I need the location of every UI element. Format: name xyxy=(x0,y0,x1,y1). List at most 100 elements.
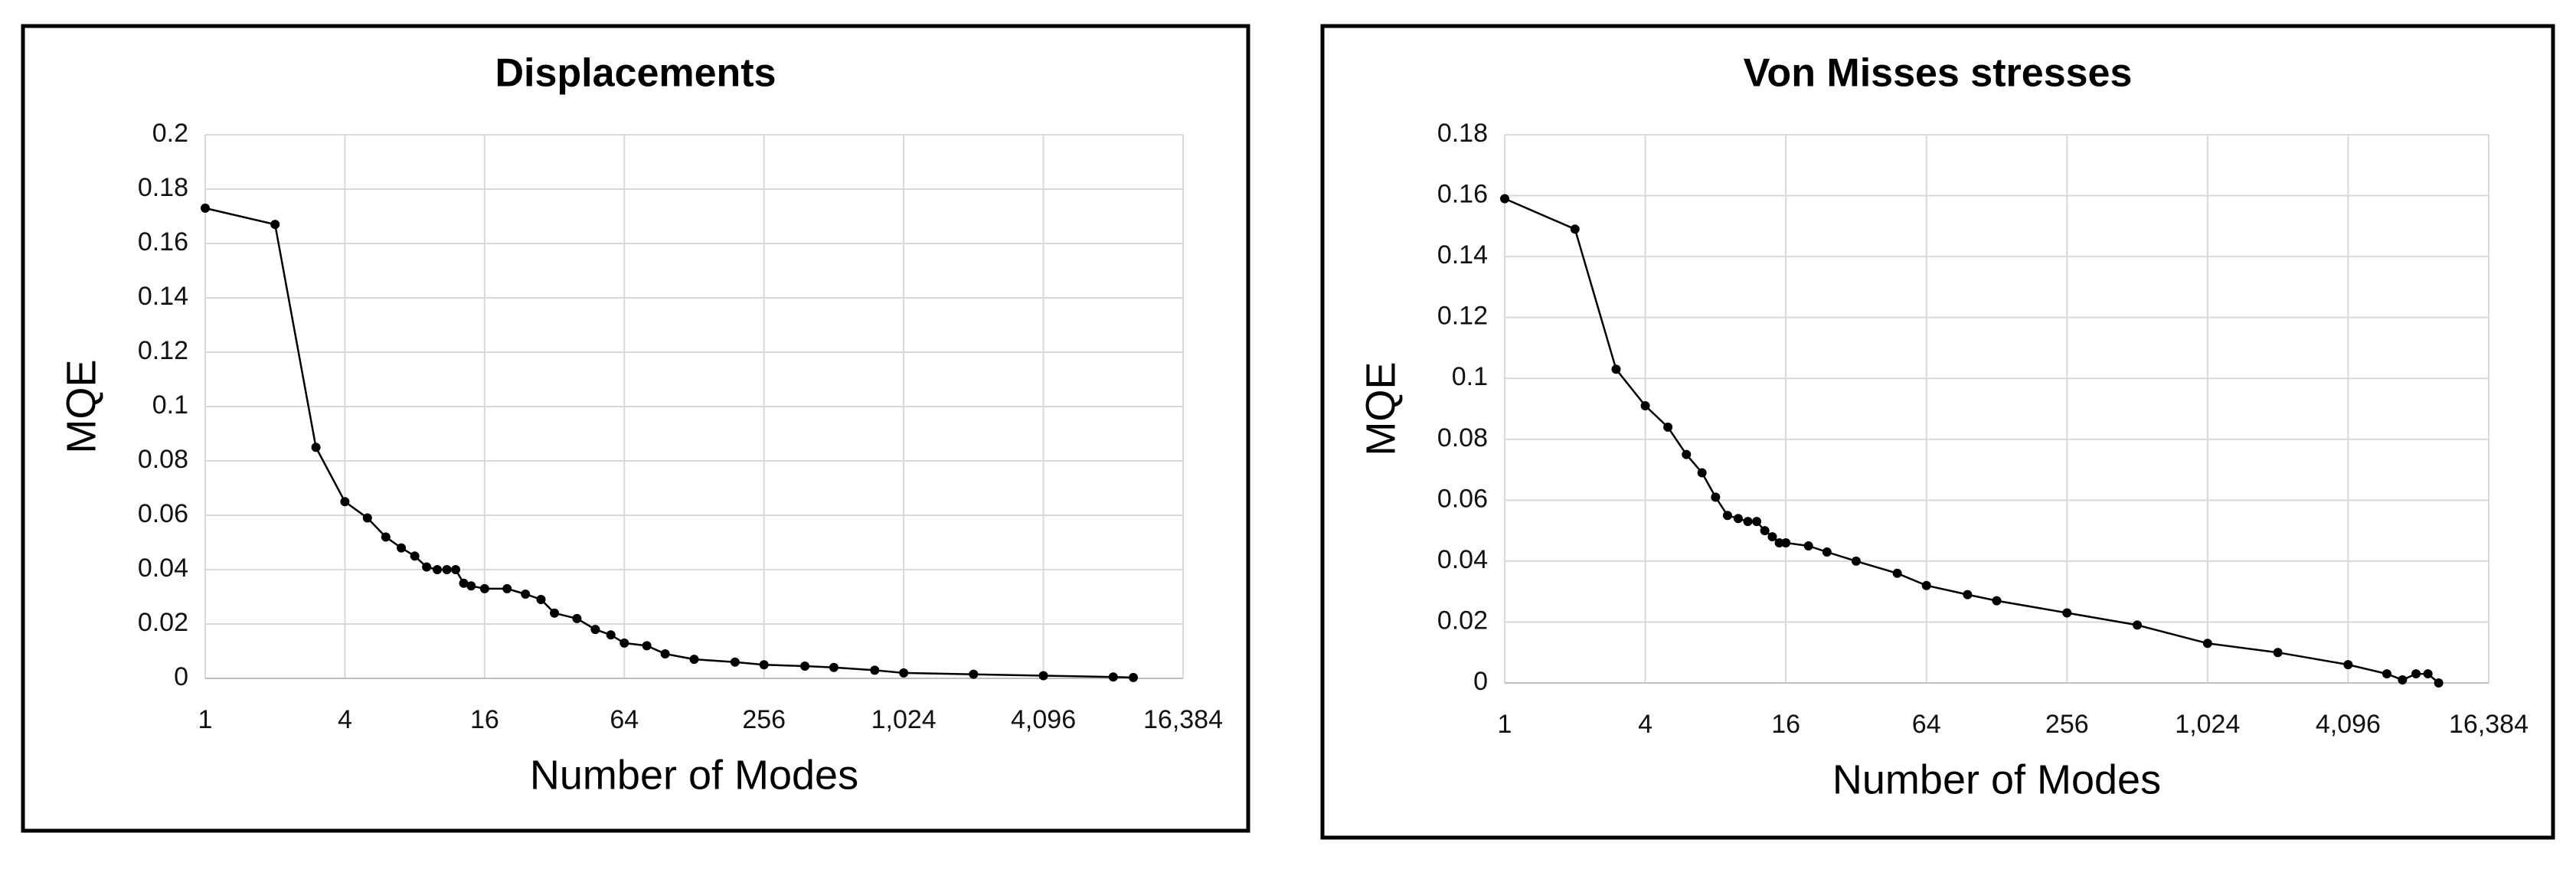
data-point xyxy=(1500,194,1509,204)
data-point xyxy=(410,551,420,561)
data-point xyxy=(1803,541,1813,550)
data-point xyxy=(1697,468,1707,478)
chart-title: Von Misses stresses xyxy=(1744,51,2133,96)
data-point xyxy=(1963,590,1973,599)
data-point xyxy=(2398,675,2408,685)
y-tick-label: 0.06 xyxy=(138,499,188,528)
data-point xyxy=(1892,568,1902,578)
x-tick-label: 256 xyxy=(742,705,786,734)
x-tick-label: 16,384 xyxy=(1143,705,1223,734)
data-point xyxy=(1733,514,1743,524)
data-point xyxy=(340,497,350,507)
data-point xyxy=(2434,678,2444,688)
data-point xyxy=(550,608,560,618)
y-tick-label: 0.14 xyxy=(1437,240,1488,270)
x-tick-label: 64 xyxy=(1912,710,1941,739)
data-point xyxy=(1711,492,1721,502)
x-tick-label: 4 xyxy=(338,705,352,734)
data-point xyxy=(759,660,769,670)
data-point xyxy=(899,668,909,678)
data-point xyxy=(311,443,321,452)
data-point xyxy=(1822,547,1832,557)
data-point xyxy=(2381,669,2391,679)
x-tick-label: 16,384 xyxy=(2449,710,2529,739)
chart-title: Displacements xyxy=(495,51,776,96)
y-tick-label: 0.08 xyxy=(1437,423,1488,452)
data-point xyxy=(1767,532,1777,542)
data-point xyxy=(572,613,582,623)
data-point xyxy=(1722,511,1732,521)
y-tick-label: 0.14 xyxy=(138,282,188,311)
y-tick-label: 0.06 xyxy=(1437,484,1488,513)
data-point xyxy=(1108,672,1118,682)
y-tick-label: 0.02 xyxy=(138,608,188,637)
data-point xyxy=(2273,648,2283,658)
x-tick-label: 4,096 xyxy=(2316,710,2381,739)
data-point xyxy=(2133,620,2143,630)
data-point xyxy=(2423,669,2433,679)
y-tick-label: 0.1 xyxy=(152,390,188,420)
data-point xyxy=(433,565,443,574)
x-tick-label: 1 xyxy=(1498,710,1512,739)
x-tick-label: 1 xyxy=(198,705,213,734)
data-point xyxy=(459,578,469,588)
y-tick-label: 0 xyxy=(1473,667,1488,696)
data-point xyxy=(502,583,512,593)
data-point xyxy=(2411,669,2421,679)
data-point xyxy=(590,625,600,635)
data-point xyxy=(2062,608,2072,618)
data-point xyxy=(619,638,629,648)
x-axis-label: Number of Modes xyxy=(1832,756,2161,802)
data-point xyxy=(1743,517,1753,527)
x-tick-label: 64 xyxy=(610,705,639,734)
data-point xyxy=(1781,538,1791,548)
data-point xyxy=(1663,422,1673,432)
data-point xyxy=(381,532,391,542)
x-tick-label: 4,096 xyxy=(1011,705,1076,734)
y-tick-label: 0.04 xyxy=(138,554,188,583)
data-point xyxy=(466,581,476,591)
data-point xyxy=(1774,538,1784,548)
data-point xyxy=(362,513,372,523)
data-point xyxy=(521,589,531,599)
y-tick-label: 0.04 xyxy=(1437,545,1488,574)
y-axis-label: MQE xyxy=(1358,361,1404,456)
data-point xyxy=(642,641,652,651)
x-tick-label: 16 xyxy=(1771,710,1800,739)
data-point xyxy=(1851,556,1861,566)
y-tick-label: 0.2 xyxy=(152,119,188,148)
data-point xyxy=(479,583,489,593)
data-point xyxy=(2343,660,2353,670)
data-point xyxy=(969,669,979,679)
x-tick-label: 1,024 xyxy=(871,705,937,734)
x-tick-label: 1,024 xyxy=(2175,710,2240,739)
y-tick-label: 0.16 xyxy=(138,227,188,256)
data-point xyxy=(689,655,699,665)
data-point xyxy=(730,657,740,667)
data-point xyxy=(422,562,432,572)
x-tick-label: 16 xyxy=(470,705,499,734)
data-point xyxy=(1640,401,1650,411)
y-tick-label: 0.1 xyxy=(1452,362,1488,391)
data-point xyxy=(2202,639,2212,648)
chart-panel: 0 0.02 0.04 0.06 0.08 0.1 0.12 0.14 0.16 0.18 1 4 16… xyxy=(1320,24,2555,840)
data-point xyxy=(1992,596,2002,606)
y-tick-label: 0.08 xyxy=(138,445,188,474)
data-point xyxy=(1611,364,1621,374)
x-tick-label: 4 xyxy=(1638,710,1652,739)
y-tick-label: 0.12 xyxy=(138,336,188,365)
y-tick-label: 0.02 xyxy=(1437,606,1488,635)
data-point xyxy=(1682,449,1692,459)
y-axis-label: MQE xyxy=(58,359,104,453)
data-point xyxy=(397,543,407,553)
x-axis-label: Number of Modes xyxy=(530,752,858,798)
data-point xyxy=(1760,526,1770,536)
data-point xyxy=(870,665,880,675)
data-point xyxy=(450,565,460,574)
data-point xyxy=(201,203,210,213)
y-tick-label: 0 xyxy=(174,662,188,691)
y-tick-label: 0.12 xyxy=(1437,302,1488,331)
y-tick-label: 0.18 xyxy=(138,173,188,202)
data-point xyxy=(1129,672,1139,682)
